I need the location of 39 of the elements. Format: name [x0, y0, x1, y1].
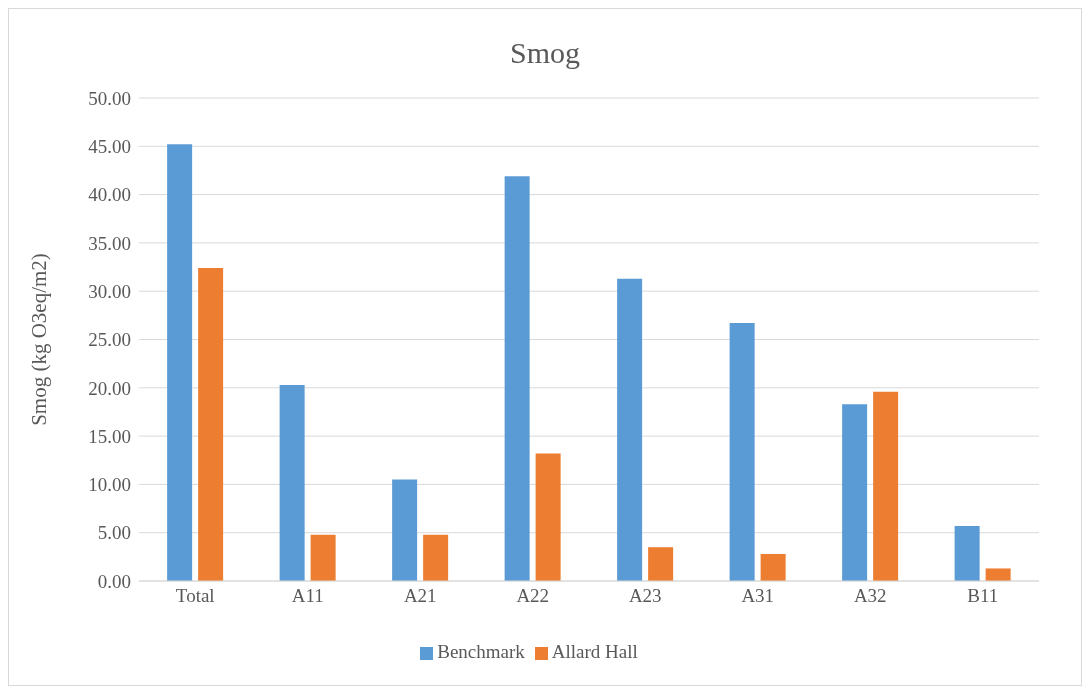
bar	[198, 268, 224, 581]
legend-label: Benchmark	[437, 641, 525, 662]
y-tick-label: 5.00	[97, 522, 131, 544]
y-tick-label: 25.00	[88, 329, 131, 351]
x-tick-label: B11	[967, 585, 999, 607]
y-tick-label: 20.00	[88, 377, 131, 399]
bar	[760, 553, 786, 581]
y-tick-label: 0.00	[97, 570, 131, 592]
bar	[535, 453, 561, 581]
bar	[392, 479, 418, 581]
bar	[617, 278, 643, 581]
x-tick-label: A32	[853, 585, 887, 607]
y-tick-label: 40.00	[88, 184, 131, 206]
bar	[985, 568, 1011, 581]
x-tick-label: A23	[628, 585, 662, 607]
bar	[279, 384, 305, 581]
bar	[423, 534, 449, 581]
x-tick-label: A11	[291, 585, 324, 607]
chart-title: Smog	[509, 35, 581, 71]
bar	[873, 391, 899, 581]
bar	[504, 176, 530, 581]
bar	[310, 534, 336, 581]
y-axis-title: Smog (kg O3eq/m2)	[27, 253, 52, 426]
bar	[167, 144, 193, 581]
y-tick-label: 45.00	[88, 136, 131, 158]
x-tick-label: Total	[175, 585, 215, 607]
y-tick-label: 35.00	[88, 232, 131, 254]
x-tick-label: A31	[741, 585, 775, 607]
x-tick-label: A21	[403, 585, 437, 607]
y-tick-label: 50.00	[88, 87, 131, 109]
bar	[648, 547, 674, 581]
legend-label: Allard Hall	[551, 641, 638, 662]
bar	[729, 323, 755, 581]
y-tick-label: 30.00	[88, 280, 131, 302]
bar	[954, 525, 980, 581]
y-tick-label: 15.00	[88, 425, 131, 447]
bar	[842, 404, 868, 581]
y-tick-label: 10.00	[88, 474, 131, 496]
x-tick-label: A22	[516, 585, 550, 607]
